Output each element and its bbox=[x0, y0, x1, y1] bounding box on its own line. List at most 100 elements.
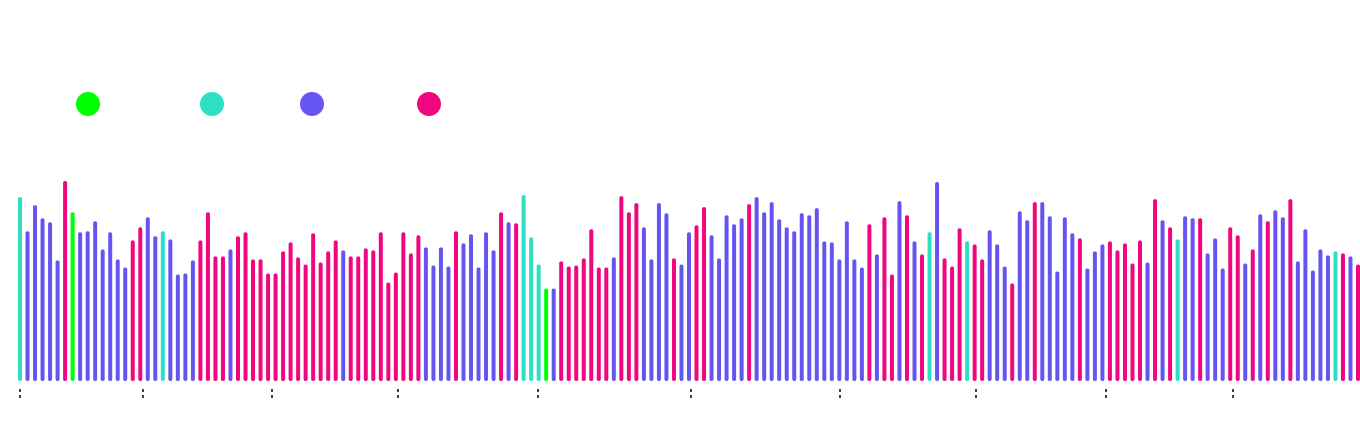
bar bbox=[48, 222, 53, 381]
bar bbox=[251, 259, 256, 381]
bar bbox=[55, 260, 60, 381]
bars bbox=[18, 181, 1360, 381]
bar bbox=[70, 212, 75, 381]
bar bbox=[1115, 250, 1120, 381]
bar bbox=[1047, 216, 1052, 381]
bar bbox=[754, 197, 759, 381]
bar bbox=[889, 274, 894, 381]
bar bbox=[867, 224, 872, 381]
bar bbox=[1062, 217, 1067, 381]
bar bbox=[559, 261, 564, 381]
legend-marker-3 bbox=[300, 92, 324, 116]
bar bbox=[980, 259, 985, 381]
bar bbox=[852, 259, 857, 381]
bar bbox=[228, 249, 233, 381]
bar bbox=[656, 203, 661, 381]
bar bbox=[611, 257, 616, 381]
bar bbox=[1205, 253, 1210, 381]
bar bbox=[213, 256, 218, 381]
bar bbox=[814, 208, 819, 381]
bar bbox=[521, 195, 526, 381]
bar bbox=[634, 203, 639, 381]
bar bbox=[273, 273, 278, 381]
bar bbox=[529, 237, 534, 381]
bar bbox=[281, 251, 286, 381]
bar bbox=[33, 205, 38, 381]
bar bbox=[536, 264, 541, 381]
bar bbox=[566, 266, 571, 381]
bar bbox=[784, 227, 789, 381]
bar bbox=[807, 215, 812, 381]
bar bbox=[626, 212, 631, 381]
bar bbox=[1340, 253, 1345, 381]
bar bbox=[40, 218, 45, 381]
bar bbox=[551, 288, 556, 381]
bar bbox=[363, 248, 368, 381]
bar bbox=[837, 259, 842, 381]
bar bbox=[378, 232, 383, 381]
bar bbox=[1160, 220, 1165, 381]
bar bbox=[1107, 241, 1112, 381]
bar bbox=[198, 240, 203, 381]
bar bbox=[904, 215, 909, 381]
bar bbox=[18, 197, 22, 381]
bar bbox=[1235, 235, 1240, 381]
bar bbox=[205, 212, 210, 381]
bar bbox=[393, 272, 398, 381]
bar bbox=[1250, 249, 1255, 381]
bar bbox=[1168, 227, 1173, 381]
bar bbox=[664, 213, 669, 381]
bar bbox=[544, 288, 549, 381]
bar bbox=[747, 204, 752, 381]
bar bbox=[1040, 202, 1045, 381]
bar bbox=[942, 258, 947, 381]
bar bbox=[935, 182, 940, 381]
bar bbox=[296, 257, 301, 381]
bar bbox=[1190, 218, 1195, 381]
bar bbox=[145, 217, 150, 381]
bar bbox=[63, 181, 68, 381]
bar bbox=[183, 273, 188, 381]
bar bbox=[792, 231, 797, 381]
bar bbox=[957, 228, 962, 381]
bar bbox=[100, 249, 105, 381]
bar bbox=[671, 258, 676, 381]
bar bbox=[243, 232, 248, 381]
bar bbox=[108, 232, 113, 381]
bar bbox=[799, 213, 804, 381]
bar bbox=[1243, 263, 1248, 381]
legend bbox=[76, 92, 441, 116]
bar bbox=[1153, 199, 1158, 381]
bar bbox=[371, 250, 376, 381]
bar bbox=[438, 247, 443, 381]
bar bbox=[694, 225, 699, 381]
legend-marker-4 bbox=[417, 92, 441, 116]
bar bbox=[220, 256, 225, 381]
bar bbox=[469, 234, 474, 381]
bar bbox=[604, 267, 609, 381]
bar bbox=[303, 264, 308, 381]
bar bbox=[739, 218, 744, 381]
bar bbox=[348, 256, 353, 381]
bar bbox=[1138, 240, 1143, 381]
bar bbox=[1265, 221, 1270, 381]
bar bbox=[153, 236, 158, 381]
bar bbox=[762, 212, 767, 381]
legend-marker-2 bbox=[200, 92, 224, 116]
bar bbox=[1213, 238, 1218, 381]
bar bbox=[491, 250, 496, 381]
bar bbox=[93, 221, 98, 381]
legend-marker-1 bbox=[76, 92, 100, 116]
bar bbox=[85, 231, 90, 381]
bar bbox=[431, 265, 436, 381]
bar bbox=[1002, 266, 1007, 381]
bar bbox=[408, 253, 413, 381]
bar bbox=[1092, 251, 1097, 381]
bar bbox=[1198, 218, 1203, 381]
bar bbox=[446, 266, 451, 381]
bar bbox=[859, 267, 864, 381]
bar bbox=[1100, 244, 1105, 381]
bar bbox=[1183, 216, 1188, 381]
bar bbox=[78, 232, 83, 381]
